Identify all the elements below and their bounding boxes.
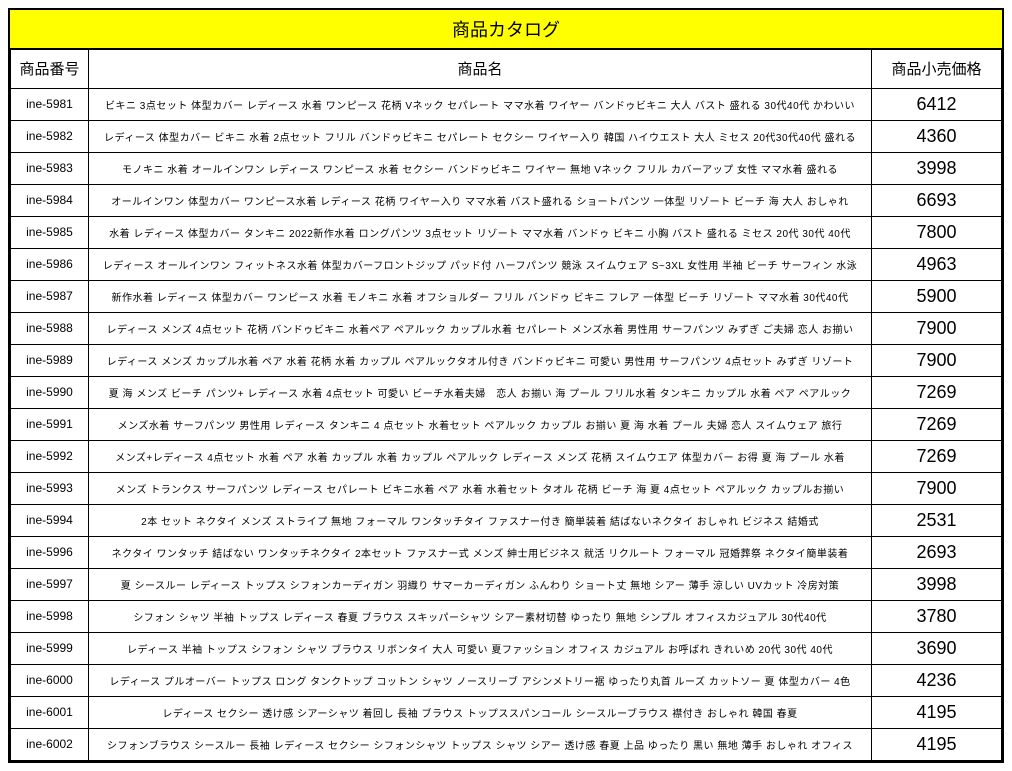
catalog-title: 商品カタログ — [10, 10, 1002, 50]
product-price: 2693 — [872, 536, 1002, 568]
product-code: ine-5998 — [11, 600, 89, 632]
product-code: ine-5996 — [11, 536, 89, 568]
product-name: レディース オールインワン フィットネス水着 体型カバーフロントジップ パッド付… — [89, 248, 872, 280]
product-name: 夏 海 メンズ ビーチ パンツ+ レディース 水着 4点セット 可愛い ビーチ水… — [89, 376, 872, 408]
product-code: ine-6002 — [11, 728, 89, 760]
product-code: ine-5994 — [11, 504, 89, 536]
table-row: ine-5982レディース 体型カバー ビキニ 水着 2点セット フリル バンド… — [11, 120, 1002, 152]
product-code: ine-6001 — [11, 696, 89, 728]
table-row: ine-5985水着 レディース 体型カバー タンキニ 2022新作水着 ロング… — [11, 216, 1002, 248]
product-name: ネクタイ ワンタッチ 結ばない ワンタッチネクタイ 2本セット ファスナー式 メ… — [89, 536, 872, 568]
product-price: 7269 — [872, 408, 1002, 440]
product-name: レディース メンズ カップル水着 ペア 水着 花柄 水着 カップル ペアルックタ… — [89, 344, 872, 376]
product-name: 2本 セット ネクタイ メンズ ストライプ 無地 フォーマル ワンタッチタイ フ… — [89, 504, 872, 536]
product-price: 4236 — [872, 664, 1002, 696]
product-code: ine-5991 — [11, 408, 89, 440]
product-name: メンズ水着 サーフパンツ 男性用 レディース タンキニ 4 点セット 水着セット… — [89, 408, 872, 440]
table-row: ine-5999レディース 半袖 トップス シフォン シャツ ブラウス リボンタ… — [11, 632, 1002, 664]
product-code: ine-5986 — [11, 248, 89, 280]
product-price: 3780 — [872, 600, 1002, 632]
table-row: ine-5986レディース オールインワン フィットネス水着 体型カバーフロント… — [11, 248, 1002, 280]
product-code: ine-5983 — [11, 152, 89, 184]
product-name: シフォンブラウス シースルー 長袖 レディース セクシー シフォンシャツ トップ… — [89, 728, 872, 760]
product-price: 3690 — [872, 632, 1002, 664]
product-code: ine-5989 — [11, 344, 89, 376]
product-code: ine-5999 — [11, 632, 89, 664]
table-row: ine-5997夏 シースルー レディース トップス シフォンカーディガン 羽織… — [11, 568, 1002, 600]
product-price: 7269 — [872, 376, 1002, 408]
product-code: ine-5981 — [11, 88, 89, 120]
product-name: レディース メンズ 4点セット 花柄 バンドゥビキニ 水着ペア ペアルック カッ… — [89, 312, 872, 344]
product-name: 夏 シースルー レディース トップス シフォンカーディガン 羽織り サマーカーデ… — [89, 568, 872, 600]
product-price: 4195 — [872, 696, 1002, 728]
table-row: ine-6002シフォンブラウス シースルー 長袖 レディース セクシー シフォ… — [11, 728, 1002, 760]
product-name: ビキニ 3点セット 体型カバー レディース 水着 ワンピース 花柄 Vネック セ… — [89, 88, 872, 120]
header-name: 商品名 — [89, 50, 872, 88]
product-code: ine-5990 — [11, 376, 89, 408]
table-row: ine-6001レディース セクシー 透け感 シアーシャツ 着回し 長袖 ブラウ… — [11, 696, 1002, 728]
product-code: ine-5982 — [11, 120, 89, 152]
product-name: モノキニ 水着 オールインワン レディース ワンピース 水着 セクシー バンドゥ… — [89, 152, 872, 184]
table-row: ine-5993メンズ トランクス サーフパンツ レディース セパレート ビキニ… — [11, 472, 1002, 504]
header-row: 商品番号 商品名 商品小売価格 — [11, 50, 1002, 88]
product-price: 7900 — [872, 472, 1002, 504]
product-code: ine-5987 — [11, 280, 89, 312]
header-price: 商品小売価格 — [872, 50, 1002, 88]
product-price: 7269 — [872, 440, 1002, 472]
product-price: 4360 — [872, 120, 1002, 152]
product-code: ine-5997 — [11, 568, 89, 600]
table-row: ine-5998シフォン シャツ 半袖 トップス レディース 春夏 ブラウス ス… — [11, 600, 1002, 632]
product-table: 商品番号 商品名 商品小売価格 ine-5981ビキニ 3点セット 体型カバー … — [10, 50, 1002, 761]
table-row: ine-59942本 セット ネクタイ メンズ ストライプ 無地 フォーマル ワ… — [11, 504, 1002, 536]
product-price: 3998 — [872, 152, 1002, 184]
product-price: 6412 — [872, 88, 1002, 120]
product-name: 新作水着 レディース 体型カバー ワンピース 水着 モノキニ 水着 オフショルダ… — [89, 280, 872, 312]
product-code: ine-5992 — [11, 440, 89, 472]
product-price: 5900 — [872, 280, 1002, 312]
table-row: ine-5989レディース メンズ カップル水着 ペア 水着 花柄 水着 カップ… — [11, 344, 1002, 376]
table-row: ine-5996ネクタイ ワンタッチ 結ばない ワンタッチネクタイ 2本セット … — [11, 536, 1002, 568]
header-code: 商品番号 — [11, 50, 89, 88]
product-price: 7900 — [872, 344, 1002, 376]
table-row: ine-5991メンズ水着 サーフパンツ 男性用 レディース タンキニ 4 点セ… — [11, 408, 1002, 440]
product-name: レディース 半袖 トップス シフォン シャツ ブラウス リボンタイ 大人 可愛い… — [89, 632, 872, 664]
table-row: ine-5981ビキニ 3点セット 体型カバー レディース 水着 ワンピース 花… — [11, 88, 1002, 120]
product-price: 6693 — [872, 184, 1002, 216]
product-price: 4195 — [872, 728, 1002, 760]
table-body: ine-5981ビキニ 3点セット 体型カバー レディース 水着 ワンピース 花… — [11, 88, 1002, 760]
table-row: ine-5984オールインワン 体型カバー ワンピース水着 レディース 花柄 ワ… — [11, 184, 1002, 216]
product-name: シフォン シャツ 半袖 トップス レディース 春夏 ブラウス スキッパーシャツ … — [89, 600, 872, 632]
product-name: 水着 レディース 体型カバー タンキニ 2022新作水着 ロングパンツ 3点セッ… — [89, 216, 872, 248]
product-code: ine-5985 — [11, 216, 89, 248]
product-price: 3998 — [872, 568, 1002, 600]
product-name: レディース 体型カバー ビキニ 水着 2点セット フリル バンドゥビキニ セパレ… — [89, 120, 872, 152]
table-row: ine-5987新作水着 レディース 体型カバー ワンピース 水着 モノキニ 水… — [11, 280, 1002, 312]
table-row: ine-5988レディース メンズ 4点セット 花柄 バンドゥビキニ 水着ペア … — [11, 312, 1002, 344]
product-price: 4963 — [872, 248, 1002, 280]
product-name: レディース プルオーバー トップス ロング タンクトップ コットン シャツ ノー… — [89, 664, 872, 696]
catalog-container: 商品カタログ 商品番号 商品名 商品小売価格 ine-5981ビキニ 3点セット… — [8, 8, 1004, 763]
product-price: 7800 — [872, 216, 1002, 248]
table-row: ine-5992メンズ+レディース 4点セット 水着 ペア 水着 カップル 水着… — [11, 440, 1002, 472]
product-price: 7900 — [872, 312, 1002, 344]
product-code: ine-5988 — [11, 312, 89, 344]
table-row: ine-6000レディース プルオーバー トップス ロング タンクトップ コット… — [11, 664, 1002, 696]
table-row: ine-5983モノキニ 水着 オールインワン レディース ワンピース 水着 セ… — [11, 152, 1002, 184]
product-code: ine-5984 — [11, 184, 89, 216]
table-row: ine-5990夏 海 メンズ ビーチ パンツ+ レディース 水着 4点セット … — [11, 376, 1002, 408]
product-name: メンズ トランクス サーフパンツ レディース セパレート ビキニ水着 ペア 水着… — [89, 472, 872, 504]
product-name: オールインワン 体型カバー ワンピース水着 レディース 花柄 ワイヤー入り ママ… — [89, 184, 872, 216]
product-price: 2531 — [872, 504, 1002, 536]
product-code: ine-6000 — [11, 664, 89, 696]
product-code: ine-5993 — [11, 472, 89, 504]
product-name: レディース セクシー 透け感 シアーシャツ 着回し 長袖 ブラウス トップススパ… — [89, 696, 872, 728]
product-name: メンズ+レディース 4点セット 水着 ペア 水着 カップル 水着 カップル ペア… — [89, 440, 872, 472]
